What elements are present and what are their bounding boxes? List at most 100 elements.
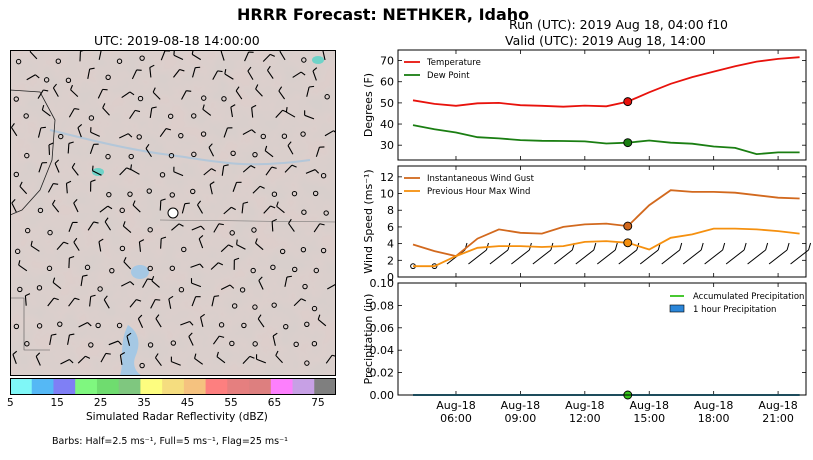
colorbar-tick-label: 5	[7, 397, 14, 409]
wind-barb-feather	[126, 167, 132, 171]
wind-barb-feather	[786, 242, 790, 251]
wind-barb-feather	[291, 164, 297, 168]
calm-marker	[281, 133, 288, 139]
calm-marker	[106, 191, 112, 198]
colorbar-cells	[10, 379, 336, 395]
wind-barb-feather	[11, 198, 16, 204]
x-tick-label: Aug-18	[630, 399, 669, 412]
wind-barb	[191, 296, 197, 307]
wind-barb	[130, 168, 140, 175]
wind-barb	[267, 70, 274, 79]
calm-marker	[231, 303, 238, 309]
y-axis-label: Precipitation (in)	[362, 294, 375, 385]
plot-area	[398, 283, 806, 395]
wind-barb	[10, 127, 18, 137]
wind-barb	[197, 204, 204, 214]
calm-marker	[46, 265, 53, 272]
wind-barb	[129, 110, 136, 119]
wind-barb-feather	[236, 239, 238, 245]
wind-barb-feather	[231, 206, 236, 211]
wind-barb	[159, 200, 162, 211]
wind-barb	[232, 182, 238, 192]
colorbar-cell	[270, 379, 293, 395]
wind-barb	[37, 89, 44, 99]
wind-barb-feather	[218, 223, 224, 226]
wind-barb-feather	[117, 340, 122, 346]
wind-barb-feather	[155, 314, 160, 319]
y-tick-label: 0.06	[370, 322, 395, 335]
calm-marker	[200, 131, 207, 137]
wind-barb-feather	[224, 69, 227, 75]
wind-barb	[216, 356, 226, 364]
wind-barb	[73, 202, 79, 213]
calm-marker	[128, 153, 134, 160]
wind-barb-feather	[216, 351, 219, 357]
calm-marker	[320, 173, 327, 179]
plot-frame	[397, 49, 807, 161]
calm-marker	[251, 227, 257, 233]
colorbar-tick-label: 15	[50, 397, 64, 409]
wind-barb-feather	[243, 201, 249, 204]
wind-barb	[121, 91, 131, 99]
wind-barb-feather	[77, 123, 83, 129]
wind-barb	[191, 225, 202, 231]
valid-label: Valid (UTC): 2019 Aug 18, 14:00	[505, 33, 706, 48]
wind-barb	[137, 318, 144, 328]
wind-barb	[37, 127, 42, 138]
x-tick-label: Aug-18	[501, 399, 540, 412]
y-tick-label: 10	[380, 188, 394, 201]
calm-marker	[301, 57, 307, 63]
calm-marker	[13, 96, 19, 102]
calm-marker	[88, 342, 94, 348]
lake-north	[92, 168, 104, 176]
calm-marker	[190, 188, 196, 195]
wind-barb	[257, 318, 265, 328]
colorbar-tick-label: 25	[93, 397, 108, 409]
wind-barb-feather	[218, 262, 224, 266]
wind-barb	[190, 263, 201, 268]
wind-barb	[71, 167, 79, 176]
wind-barb	[188, 336, 194, 346]
legend-label: Previous Hour Max Wind	[427, 187, 530, 197]
wind-barb-feather	[93, 221, 99, 224]
wind-barb	[235, 90, 243, 100]
x-tick-label: 18:00	[698, 412, 730, 425]
river-snake	[49, 129, 311, 166]
wind-barb	[87, 221, 95, 231]
wind-barb	[236, 244, 246, 250]
calm-marker	[14, 248, 21, 255]
wind-barb	[275, 355, 283, 364]
wind-barb	[68, 222, 74, 232]
wind-barb-feather	[200, 225, 205, 231]
wind-barb-feather	[168, 295, 174, 300]
wind-barb	[202, 108, 212, 116]
county-line	[10, 297, 50, 351]
y-tick-label: 30	[380, 139, 394, 152]
wind-barb	[322, 50, 326, 61]
y-tick-label: 6	[387, 221, 394, 234]
wind-barb-feather	[69, 359, 74, 364]
calm-marker	[23, 113, 29, 119]
wind-barb	[65, 183, 68, 194]
wind-barb-feather	[129, 91, 135, 96]
calm-marker	[292, 266, 298, 273]
calm-marker	[302, 283, 308, 290]
wind-barb	[230, 107, 234, 118]
wind-barb	[102, 107, 110, 116]
x-tick-label: 09:00	[505, 412, 537, 425]
wind-barb	[87, 68, 91, 79]
wind-barb-feather	[288, 218, 292, 224]
wind-barb-feather	[197, 200, 202, 206]
wind-barb-feather	[184, 202, 190, 205]
wind-barb	[639, 249, 659, 265]
wind-barb-feather	[35, 74, 40, 79]
wind-barb-feather	[808, 242, 812, 251]
wind-barb	[92, 170, 102, 176]
wind-barb-feather	[614, 242, 618, 251]
wind-barb	[119, 167, 127, 176]
wind-barb	[271, 221, 274, 232]
wind-barb-feather	[199, 263, 204, 269]
calm-marker	[201, 95, 207, 101]
calm-marker	[191, 151, 197, 158]
